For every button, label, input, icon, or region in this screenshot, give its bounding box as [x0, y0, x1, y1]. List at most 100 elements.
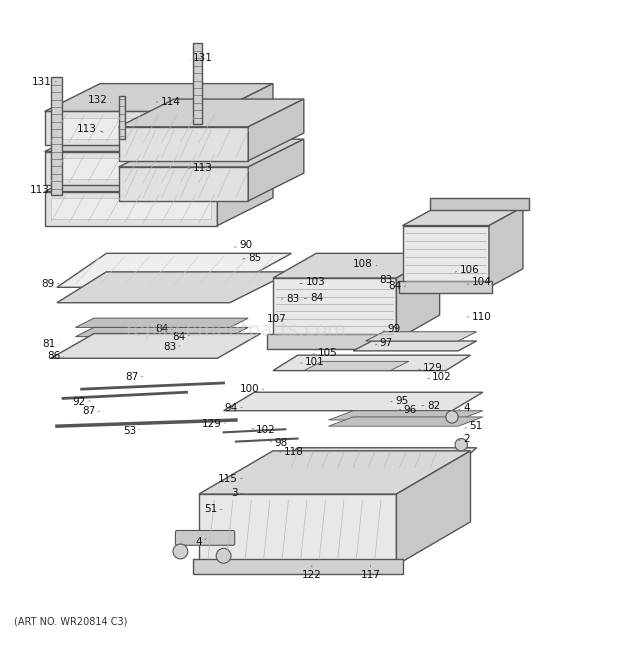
Polygon shape — [118, 96, 125, 139]
Text: 86: 86 — [46, 352, 60, 362]
Text: 84: 84 — [388, 281, 401, 291]
Polygon shape — [273, 355, 471, 371]
Text: 131: 131 — [32, 77, 52, 87]
Text: 102: 102 — [432, 371, 452, 382]
Text: 97: 97 — [379, 338, 393, 348]
Circle shape — [216, 549, 231, 563]
Polygon shape — [248, 139, 304, 201]
Text: 108: 108 — [353, 260, 373, 270]
Text: 132: 132 — [88, 95, 108, 105]
Text: 53: 53 — [123, 426, 136, 436]
Text: 82: 82 — [427, 401, 441, 410]
Polygon shape — [118, 127, 248, 161]
Polygon shape — [45, 112, 218, 145]
Text: 4: 4 — [195, 537, 202, 547]
Text: 99: 99 — [387, 325, 401, 334]
Text: 87: 87 — [82, 407, 95, 416]
Polygon shape — [57, 253, 291, 288]
Text: 113: 113 — [30, 185, 50, 195]
Text: 4: 4 — [463, 403, 470, 412]
Polygon shape — [224, 392, 483, 410]
Text: 90: 90 — [239, 241, 252, 251]
Polygon shape — [118, 99, 304, 127]
Text: 3: 3 — [231, 488, 238, 498]
Text: 113: 113 — [193, 163, 213, 173]
Polygon shape — [51, 158, 211, 179]
Polygon shape — [399, 281, 492, 293]
Polygon shape — [118, 167, 248, 201]
Polygon shape — [218, 124, 273, 186]
Polygon shape — [396, 253, 440, 340]
Text: 105: 105 — [317, 348, 337, 358]
Polygon shape — [396, 451, 471, 565]
Text: 100: 100 — [240, 384, 259, 394]
Polygon shape — [304, 362, 409, 371]
Polygon shape — [402, 225, 489, 288]
Polygon shape — [199, 451, 471, 494]
Text: 129: 129 — [423, 362, 443, 373]
Polygon shape — [51, 118, 211, 139]
Polygon shape — [199, 494, 396, 565]
Text: 84: 84 — [155, 325, 168, 334]
Text: 83: 83 — [286, 294, 299, 304]
Text: 85: 85 — [248, 253, 262, 262]
Text: replacementparts.com: replacementparts.com — [125, 321, 347, 340]
Text: 115: 115 — [218, 474, 238, 484]
Polygon shape — [45, 83, 273, 112]
Polygon shape — [279, 451, 458, 469]
Polygon shape — [57, 272, 291, 303]
Text: 103: 103 — [306, 278, 326, 288]
Polygon shape — [76, 327, 248, 336]
Text: 92: 92 — [73, 397, 86, 407]
Polygon shape — [267, 334, 402, 349]
Text: 117: 117 — [361, 570, 381, 580]
Polygon shape — [248, 99, 304, 161]
Text: 110: 110 — [472, 312, 492, 322]
Polygon shape — [51, 77, 62, 195]
Polygon shape — [76, 318, 248, 327]
Polygon shape — [273, 253, 440, 278]
Text: 84: 84 — [310, 293, 323, 303]
Polygon shape — [329, 417, 483, 426]
Polygon shape — [118, 139, 304, 167]
Text: (ART NO. WR20814 C3): (ART NO. WR20814 C3) — [14, 617, 127, 627]
Text: 98: 98 — [275, 438, 288, 448]
Text: 51: 51 — [469, 421, 482, 431]
Polygon shape — [45, 151, 218, 186]
Polygon shape — [489, 207, 523, 288]
Text: 81: 81 — [42, 339, 56, 349]
Text: 129: 129 — [202, 419, 222, 429]
Polygon shape — [329, 410, 483, 420]
Text: 2: 2 — [463, 434, 470, 444]
Polygon shape — [218, 164, 273, 225]
Text: 83: 83 — [379, 275, 392, 285]
Text: 102: 102 — [256, 426, 276, 436]
Text: 95: 95 — [395, 397, 409, 407]
Polygon shape — [366, 332, 477, 341]
Polygon shape — [51, 198, 211, 219]
Polygon shape — [353, 341, 477, 351]
Text: 101: 101 — [305, 357, 325, 367]
Polygon shape — [45, 164, 273, 192]
Text: 87: 87 — [125, 372, 138, 383]
Text: 96: 96 — [404, 405, 417, 414]
Text: 131: 131 — [193, 53, 213, 63]
Polygon shape — [218, 83, 273, 145]
Circle shape — [446, 410, 458, 423]
Polygon shape — [193, 44, 202, 124]
Polygon shape — [273, 278, 396, 340]
Polygon shape — [430, 198, 529, 210]
Text: 51: 51 — [204, 504, 218, 514]
Polygon shape — [45, 192, 218, 225]
Polygon shape — [45, 124, 273, 151]
Text: 122: 122 — [302, 570, 322, 580]
FancyBboxPatch shape — [175, 531, 235, 545]
Text: 89: 89 — [41, 278, 55, 289]
Text: 106: 106 — [459, 265, 479, 275]
Text: 94: 94 — [224, 403, 238, 412]
Polygon shape — [267, 447, 477, 475]
Text: 114: 114 — [161, 97, 180, 107]
Polygon shape — [402, 207, 523, 225]
Circle shape — [173, 544, 188, 559]
Text: 84: 84 — [172, 332, 185, 342]
